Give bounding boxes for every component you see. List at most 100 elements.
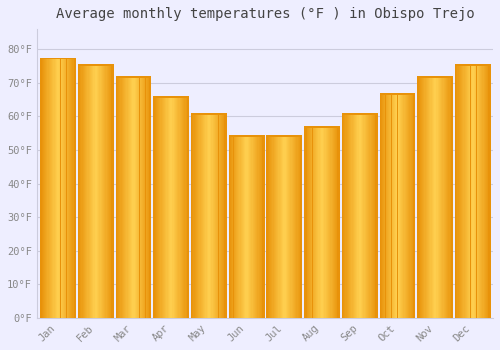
Bar [418,76,420,318]
Bar [448,76,450,318]
Bar [44,58,45,318]
Bar [183,96,184,318]
Bar [421,76,422,318]
Bar [272,135,274,318]
Bar [170,96,171,318]
Bar [339,126,340,318]
Bar [375,113,376,318]
Bar [140,76,142,318]
Bar [374,113,376,318]
Bar [224,113,226,318]
Bar [462,64,464,318]
Bar [458,64,460,318]
Bar [142,76,143,318]
Bar [104,64,106,318]
Bar [490,64,491,318]
Bar [480,64,481,318]
Bar [407,93,408,318]
Bar [248,135,249,318]
Bar [435,76,436,318]
Bar [406,93,407,318]
Bar [464,64,466,318]
Bar [446,76,447,318]
Bar [432,76,433,318]
Bar [324,126,326,318]
Bar [46,58,48,318]
Bar [418,76,452,318]
Bar [396,93,398,318]
Bar [368,113,370,318]
Bar [333,126,334,318]
Bar [306,126,308,318]
Bar [310,126,312,318]
Bar [212,113,214,318]
Bar [244,135,246,318]
Bar [75,58,76,318]
Bar [289,135,290,318]
Bar [420,76,421,318]
Bar [123,76,124,318]
Bar [382,93,383,318]
Bar [88,64,90,318]
Bar [254,135,255,318]
Bar [249,135,250,318]
Bar [440,76,441,318]
Bar [318,126,320,318]
Bar [304,126,339,318]
Bar [238,135,240,318]
Bar [116,76,117,318]
Bar [206,113,208,318]
Bar [116,76,150,78]
Bar [158,96,160,318]
Bar [191,113,192,318]
Bar [40,58,42,318]
Bar [381,93,382,318]
Bar [348,113,349,318]
Bar [246,135,248,318]
Bar [106,64,108,318]
Bar [184,96,186,318]
Bar [468,64,469,318]
Bar [269,135,270,318]
Bar [330,126,332,318]
Bar [40,58,75,59]
Bar [90,64,91,318]
Bar [309,126,310,318]
Bar [467,64,468,318]
Bar [230,135,231,318]
Bar [322,126,323,318]
Bar [386,93,388,318]
Bar [422,76,423,318]
Bar [304,126,339,128]
Bar [423,76,424,318]
Bar [402,93,404,318]
Bar [242,135,243,318]
Bar [109,64,110,318]
Bar [144,76,146,318]
Bar [256,135,258,318]
Bar [108,64,109,318]
Bar [58,58,59,318]
Bar [296,135,298,318]
Bar [395,93,396,318]
Bar [68,58,69,318]
Bar [383,93,384,318]
Bar [70,58,71,318]
Bar [146,76,148,318]
Bar [430,76,432,318]
Bar [268,135,269,318]
Bar [354,113,355,318]
Bar [42,58,43,318]
Bar [135,76,136,318]
Bar [350,113,352,318]
Bar [276,135,277,318]
Bar [231,135,232,318]
Bar [63,58,64,318]
Bar [69,58,70,318]
Bar [427,76,428,318]
Bar [216,113,218,318]
Bar [103,64,104,318]
Bar [445,76,446,318]
Bar [442,76,444,318]
Bar [202,113,203,318]
